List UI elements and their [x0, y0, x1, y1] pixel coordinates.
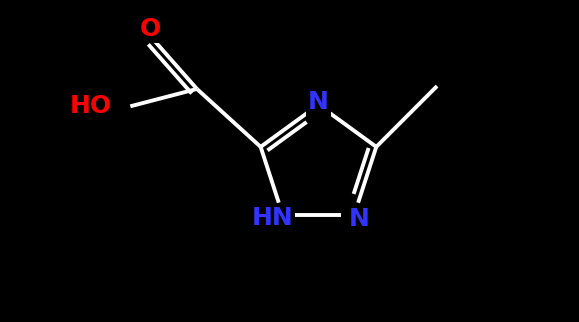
Text: N: N [308, 90, 329, 114]
Text: N: N [349, 207, 369, 232]
Text: HO: HO [69, 94, 112, 118]
Text: O: O [140, 17, 161, 41]
Text: HN: HN [251, 206, 293, 230]
